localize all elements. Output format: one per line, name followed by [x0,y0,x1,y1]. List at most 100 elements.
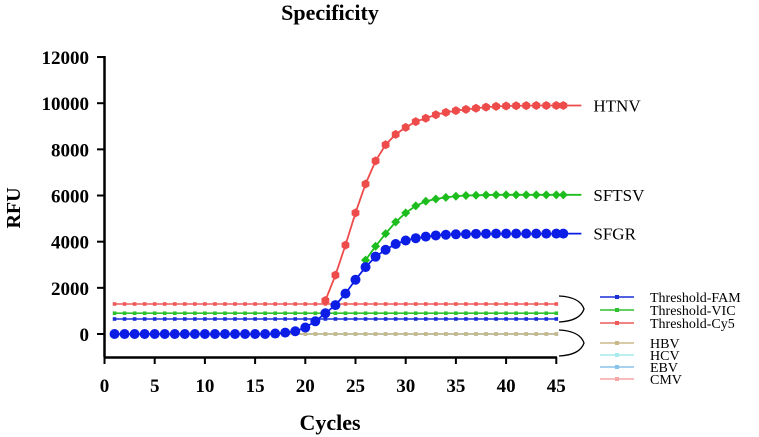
threshold-vic-point [283,311,288,316]
htnv-point [502,101,510,111]
threshold-vic-point [253,311,257,316]
htnv-point [411,117,420,127]
sftsv-point [451,191,461,201]
legend-item-ebv: EBV [600,361,678,376]
legend-label: Threshold-Cy5 [650,317,735,332]
threshold-cy5-point [353,302,358,306]
sfgr-point [521,228,532,239]
sfgr-point [240,329,251,339]
sfgr-point [350,274,361,285]
htnv-point [472,103,480,113]
threshold-cy5-point [554,302,559,306]
htnv-point [321,296,330,306]
threshold-cy5-point [524,302,528,306]
threshold-fam-point [333,317,338,321]
sfgr-point [159,329,170,339]
sftsv-point [481,190,491,200]
threshold-cy5-point [293,302,298,306]
legend-item-hcv: HCV [600,349,680,364]
sfgr-point [109,329,120,339]
threshold-vic-point [383,311,388,316]
threshold-vic-point [273,311,277,316]
htnv-point [381,140,390,150]
sfgr-point [320,308,331,319]
htnv-point [401,122,410,132]
series-htnv [321,101,582,306]
legend-swatch-marker [615,321,619,325]
sfgr-point [501,228,512,239]
threshold-vic-point [243,311,247,316]
hbv-point [484,332,488,336]
threshold-vic-point [353,311,358,316]
threshold-cy5-point [183,302,187,306]
sfgr-point [380,244,391,255]
y-tick-label: 4000 [51,233,89,254]
series-layer [109,101,582,339]
baseline-bracket [558,329,585,357]
legend-label: HCV [650,349,680,364]
threshold-fam-point [112,317,117,321]
sfgr-point [511,228,522,239]
threshold-fam-point [393,317,398,321]
sfgr-point [430,230,441,241]
legend-label: Threshold-VIC [650,304,736,319]
threshold-fam-point [132,317,137,321]
threshold-vic-point [183,311,187,316]
hbv-point [393,332,398,336]
legend-swatch-marker [615,353,619,357]
threshold-cy5-point [203,302,207,306]
legend-item-threshold-cy5: Threshold-Cy5 [600,317,735,332]
threshold-fam-point [534,317,539,321]
threshold-fam-point [444,317,448,321]
threshold-cy5-point [172,302,177,306]
threshold-fam-point [193,317,197,321]
threshold-vic-point [474,311,478,316]
sfgr-point [370,251,381,262]
threshold-fam-point [373,317,378,321]
y-tick-label: 12000 [42,48,90,69]
legend-item-threshold-fam: Threshold-FAM [600,291,741,306]
sfgr-point [290,326,301,337]
hbv-point [383,332,388,336]
hbv-point [454,332,458,336]
threshold-cy5-point [393,302,398,306]
hbv-point [514,332,518,336]
threshold-cy5-point [484,302,488,306]
x-ticks: 0 5 10 15 20 25 30 35 40 45 [100,357,566,397]
threshold-cy5-point [383,302,388,306]
hbv-point [313,332,318,336]
threshold-fam-point [343,317,348,321]
legend-label: HBV [650,337,680,352]
sfgr-point [310,316,321,327]
threshold-vic-point [233,311,237,316]
x-tick-label: 25 [346,376,365,397]
threshold-cy5-point [343,302,348,306]
htnv-point [421,113,430,123]
x-axis-label: Cycles [299,410,361,435]
sftsv-point [521,190,531,200]
hbv-point [323,332,328,336]
threshold-fam-point [353,317,358,321]
threshold-cy5-point [112,302,117,306]
threshold-fam-point [363,317,368,321]
threshold-fam-point [504,317,508,321]
threshold-vic-point [152,311,157,316]
sftsv-point [511,190,521,200]
sftsv-point [361,255,371,265]
hbv-point [423,332,428,336]
legend-label: CMV [650,373,682,388]
threshold-cy5-point [253,302,257,306]
htnv-point [559,101,568,111]
sfgr-line [114,232,582,335]
threshold-vic-point [172,311,177,316]
hbv-point [413,332,418,336]
sfgr-point [199,329,210,339]
hbv-point [363,332,368,336]
threshold-fam-point [454,317,458,321]
threshold-vic-point [293,311,298,316]
sfgr-end-label: SFGR [593,225,636,244]
x-tick-label: 10 [195,376,214,397]
sftsv-point [461,191,471,201]
threshold-vic-point [132,311,137,316]
